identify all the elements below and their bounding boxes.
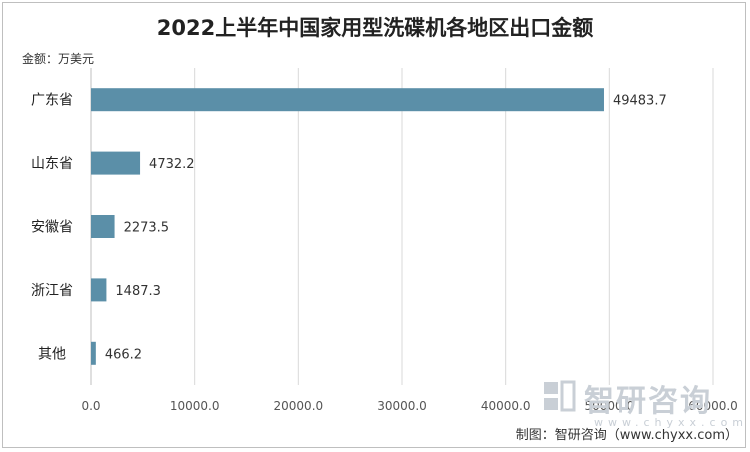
value-label: 466.2 [105,347,142,362]
bar [91,215,115,238]
category-label: 浙江省 [31,283,73,299]
chart-frame [2,2,746,448]
category-label: 其他 [38,346,66,362]
category-label: 山东省 [31,156,73,172]
watermark: 智研咨询 www.chyxx.com [540,378,750,429]
category-label: 广东省 [31,93,73,109]
watermark-text: 智研咨询 [584,384,712,419]
source-note: 制图：智研咨询（www.chyxx.com） [515,428,738,443]
watermark-logo-icon [544,380,576,412]
category-label: 安徽省 [31,220,73,236]
value-label: 49483.7 [613,94,667,109]
chart-title: 2022上半年中国家用型洗碟机各地区出口金额 [156,16,594,40]
value-label: 2273.5 [124,221,170,236]
watermark-url: www.chyxx.com [594,416,749,429]
x-tick-label: 20000.0 [274,399,324,413]
x-tick-label: 40000.0 [481,399,531,413]
value-label: 4732.2 [149,157,195,172]
unit-label: 金额：万美元 [22,52,95,66]
value-label: 1487.3 [115,284,160,299]
bar [91,341,96,365]
x-tick-label: 30000.0 [377,399,427,413]
x-tick-label: 10000.0 [170,399,220,413]
bar [91,151,141,175]
bar [91,88,604,112]
x-tick-label: 60000.0 [688,399,738,413]
x-tick-label: 50000.0 [585,399,635,413]
x-tick-label: 0.0 [81,399,100,413]
bar [91,278,107,302]
